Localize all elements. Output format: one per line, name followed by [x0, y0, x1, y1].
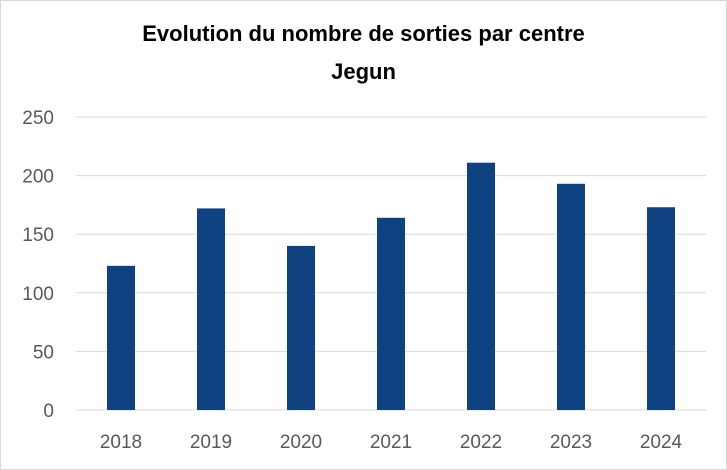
- x-tick-label: 2024: [640, 432, 683, 453]
- x-tick-label: 2019: [190, 432, 232, 453]
- chart-subtitle: Jegun: [331, 59, 396, 84]
- y-tick-label: 150: [22, 225, 54, 246]
- x-tick-label: 2021: [370, 432, 412, 453]
- x-axis-tick-labels: 2018 2019 2020 2021 2022 2023 2024: [100, 432, 683, 453]
- bar-2018: [107, 265, 135, 410]
- bar-2024: [647, 207, 675, 410]
- x-tick-label: 2023: [550, 432, 592, 453]
- y-tick-label: 200: [22, 167, 54, 188]
- bar-2023: [557, 183, 585, 410]
- x-tick-label: 2020: [280, 432, 322, 453]
- y-tick-label: 0: [43, 401, 54, 422]
- y-axis-tick-labels: 0 50 100 150 200 250: [22, 108, 54, 422]
- bar-2020: [287, 245, 315, 410]
- x-tick-label: 2018: [100, 432, 142, 453]
- y-tick-label: 50: [33, 342, 54, 363]
- y-tick-label: 100: [22, 284, 54, 305]
- bar-2021: [377, 217, 405, 410]
- bar-2022: [467, 162, 495, 410]
- x-tick-label: 2022: [460, 432, 502, 453]
- bars: [107, 162, 675, 410]
- bar-2019: [197, 208, 225, 410]
- y-tick-label: 250: [22, 108, 54, 129]
- chart-title: Evolution du nombre de sorties par centr…: [142, 21, 585, 46]
